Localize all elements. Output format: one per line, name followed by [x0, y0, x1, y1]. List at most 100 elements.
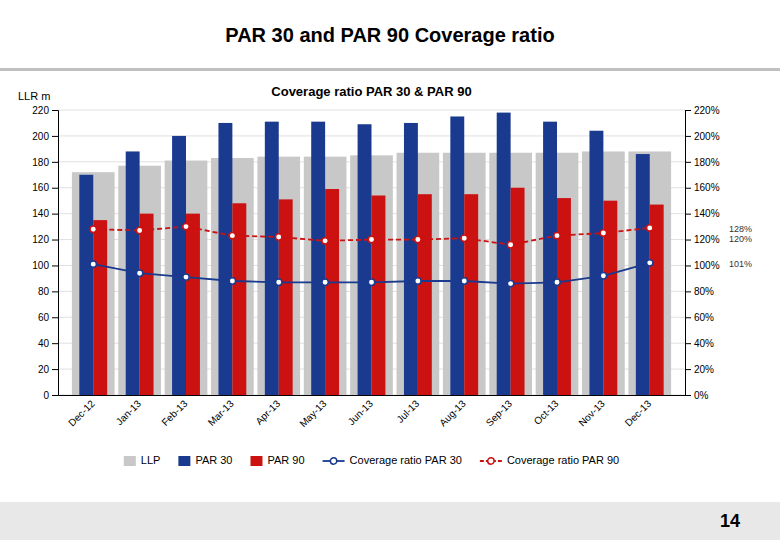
tick-label: 140%: [694, 208, 720, 219]
tick: 180: [32, 157, 58, 168]
tick-mark: [52, 395, 58, 396]
bar: [257, 157, 300, 395]
marker: [322, 279, 328, 285]
tick: 100: [32, 260, 58, 271]
tick: 60: [38, 312, 58, 323]
tick: 160%: [685, 182, 720, 193]
plot: 0204060801001201401601802002200%20%40%60…: [18, 84, 752, 466]
legend-item: PAR 90: [250, 454, 304, 466]
tick: 120%: [685, 234, 720, 245]
tick-label: Dec-12: [66, 398, 97, 429]
legend-item: PAR 30: [178, 454, 232, 466]
marker: [415, 278, 421, 284]
bar: [418, 194, 432, 395]
tick-label: Nov-13: [576, 398, 607, 429]
marker: [229, 232, 235, 238]
footer-band: [0, 502, 780, 540]
marker: [276, 279, 282, 285]
bar: [650, 205, 664, 395]
legend: LLPPAR 30PAR 90Coverage ratio PAR 30Cove…: [124, 454, 619, 466]
tick: 20: [38, 364, 58, 375]
y2-axis: 0%20%40%60%80%100%120%140%160%180%200%22…: [685, 105, 720, 401]
bar: [628, 151, 671, 395]
marker: [90, 261, 96, 267]
tick-mark: [685, 291, 691, 292]
tick: Sep-13: [484, 398, 515, 429]
marker: [647, 260, 653, 266]
tick: 160: [32, 182, 58, 193]
tick-label: 220: [32, 105, 49, 116]
axis-line: [52, 111, 59, 396]
tick-mark: [52, 136, 58, 137]
tick-label: 140: [32, 208, 49, 219]
bar-series: [93, 188, 663, 395]
annotation: 120%: [729, 234, 752, 244]
tick-label: 80: [38, 286, 50, 297]
tick-label: 100%: [694, 260, 720, 271]
tick-label: Jul-13: [394, 398, 421, 425]
legend-item: LLP: [124, 454, 161, 466]
tick-label: Oct-13: [532, 398, 561, 427]
tick-label: 60: [38, 312, 50, 323]
legend-swatch: [178, 456, 190, 466]
tick: 220%: [685, 105, 720, 116]
y-axis: 0 20 40 60 80 100 120 140 160 180 200 220: [32, 105, 58, 401]
tick-label: 40%: [694, 338, 714, 349]
tick-mark: [685, 162, 691, 163]
line-series: [90, 260, 653, 287]
tick: 120: [32, 234, 58, 245]
bar: [404, 123, 418, 395]
header-rule: [0, 68, 780, 71]
chart-title: Coverage ratio PAR 30 & PAR 90: [271, 84, 471, 99]
marker: [322, 238, 328, 244]
tick-label: 100: [32, 260, 49, 271]
tick: Feb-13: [159, 398, 189, 428]
bar: [311, 122, 325, 395]
tick: 80: [38, 286, 58, 297]
page-number: 14: [720, 511, 740, 531]
tick: 140: [32, 208, 58, 219]
grid: [58, 110, 685, 395]
tick: Oct-13: [532, 398, 561, 427]
marker: [461, 235, 467, 241]
bar: [358, 124, 372, 395]
line: [93, 227, 650, 245]
tick: 200: [32, 131, 58, 142]
tick-mark: [685, 317, 691, 318]
tick-label: Mar-13: [206, 398, 236, 428]
tick-label: 180%: [694, 157, 720, 168]
tick-mark: [52, 162, 58, 163]
marker: [647, 225, 653, 231]
y-axis-label: LLR m: [18, 90, 50, 102]
tick-mark: [685, 240, 691, 241]
bar: [489, 153, 532, 395]
legend-swatch: [250, 456, 262, 466]
marker: [368, 236, 374, 242]
tick-label: 120%: [694, 234, 720, 245]
tick-mark: [685, 369, 691, 370]
tick-label: 20: [38, 364, 50, 375]
tick: 40: [38, 338, 58, 349]
bar: [372, 196, 386, 396]
tick-mark: [52, 317, 58, 318]
bar: [218, 123, 232, 395]
legend-item: Coverage ratio PAR 90: [480, 454, 619, 466]
tick-mark: [52, 214, 58, 215]
tick: May-13: [297, 398, 329, 430]
bar: [304, 157, 347, 395]
tick-label: Feb-13: [159, 398, 189, 428]
page: PAR 30 and PAR 90 Coverage ratio14020406…: [0, 0, 780, 540]
tick: 140%: [685, 208, 720, 219]
marker: [136, 270, 142, 276]
bar: [464, 194, 478, 395]
marker: [183, 223, 189, 229]
x-axis: Dec-12Jan-13Feb-13Mar-13Apr-13May-13Jun-…: [59, 396, 686, 430]
tick-mark: [685, 110, 691, 111]
marker: [415, 236, 421, 242]
tick: 100%: [685, 260, 720, 271]
marker: [600, 273, 606, 279]
tick-label: 0: [43, 390, 49, 401]
axis-line: [59, 395, 686, 396]
grid-line: [58, 110, 685, 111]
tick-label: 0%: [694, 390, 709, 401]
